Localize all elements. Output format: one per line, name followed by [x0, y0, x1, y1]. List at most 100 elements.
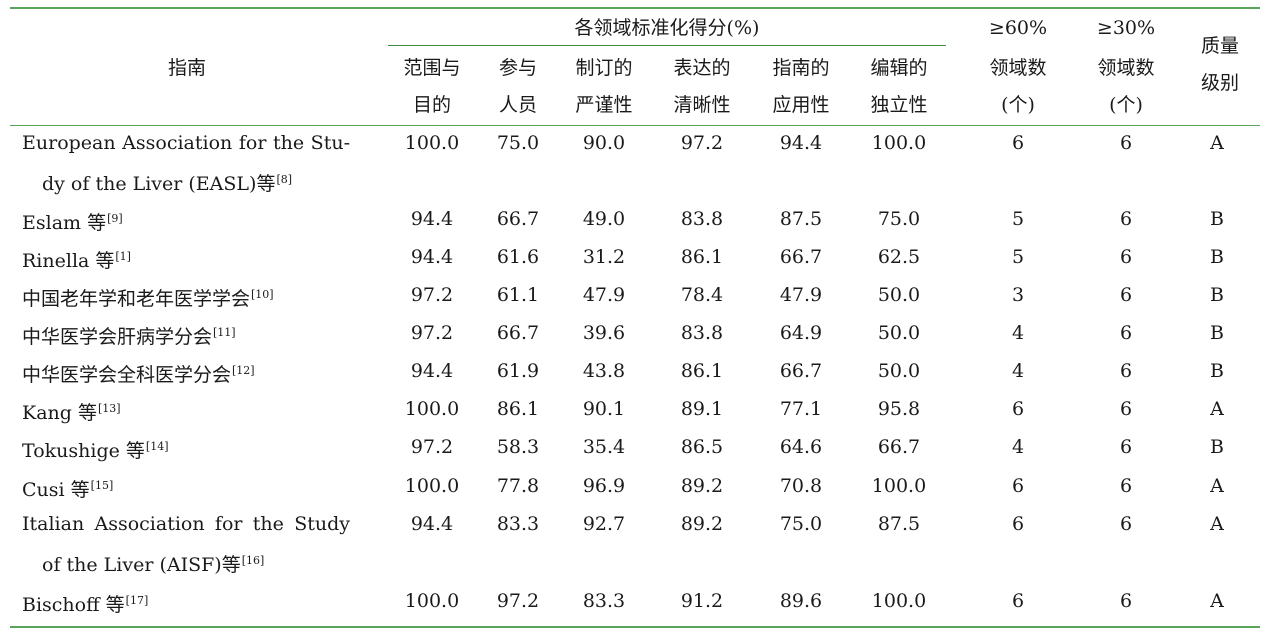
quality-grade: A — [1210, 590, 1224, 612]
score-cell: 50.0 — [877, 360, 921, 382]
header-ge60: 领域数 — [989, 57, 1047, 79]
header-ge30: ≥30% — [1096, 17, 1156, 39]
score-cell: 86.5 — [680, 436, 724, 458]
ge30-count: 6 — [1119, 360, 1133, 382]
quality-grade: B — [1210, 360, 1224, 382]
header-domain-5: 应用性 — [772, 94, 830, 116]
score-cell: 66.7 — [779, 246, 823, 268]
score-cell: 100.0 — [871, 590, 927, 612]
score-cell: 87.5 — [877, 513, 921, 535]
guide-name: dy of the Liver (EASL)等[8] — [42, 173, 293, 195]
ge30-count: 6 — [1119, 246, 1133, 268]
reference-marker: [15] — [90, 479, 114, 492]
score-cell: 94.4 — [410, 360, 454, 382]
header-grade: 质量 — [1200, 35, 1240, 57]
score-cell: 70.8 — [779, 475, 823, 497]
group-header-underline — [388, 45, 946, 46]
score-cell: 75.0 — [496, 132, 540, 154]
score-cell: 77.8 — [496, 475, 540, 497]
quality-grade: B — [1210, 246, 1224, 268]
header-domain-1: 目的 — [412, 94, 452, 116]
header-ge60: (个) — [1001, 94, 1035, 116]
reference-marker: [12] — [232, 364, 255, 377]
table-bottom-rule — [10, 626, 1260, 628]
score-cell: 43.8 — [582, 360, 626, 382]
score-cell: 86.1 — [680, 246, 724, 268]
score-cell: 92.7 — [582, 513, 626, 535]
score-cell: 64.9 — [779, 322, 823, 344]
reference-marker: [14] — [145, 440, 169, 453]
ge60-count: 4 — [1011, 322, 1025, 344]
score-cell: 61.1 — [496, 284, 540, 306]
score-cell: 89.1 — [680, 398, 724, 420]
ge60-count: 5 — [1011, 208, 1025, 230]
score-cell: 90.0 — [582, 132, 626, 154]
score-cell: 97.2 — [680, 132, 724, 154]
score-cell: 86.1 — [496, 398, 540, 420]
ge60-count: 6 — [1011, 513, 1025, 535]
ge60-count: 4 — [1011, 360, 1025, 382]
guide-name: Bischoff 等[17] — [22, 594, 149, 616]
guide-name: 中国老年学和老年医学学会[10] — [22, 288, 274, 310]
ge60-count: 6 — [1011, 590, 1025, 612]
header-domain-6: 编辑的 — [870, 57, 928, 79]
score-cell: 31.2 — [582, 246, 626, 268]
header-ge30: (个) — [1109, 94, 1143, 116]
score-cell: 94.4 — [779, 132, 823, 154]
ge30-count: 6 — [1119, 284, 1133, 306]
ge30-count: 6 — [1119, 513, 1133, 535]
score-cell: 75.0 — [877, 208, 921, 230]
score-cell: 64.6 — [779, 436, 823, 458]
ge30-count: 6 — [1119, 436, 1133, 458]
ge30-count: 6 — [1119, 590, 1133, 612]
score-cell: 83.3 — [582, 590, 626, 612]
score-cell: 97.2 — [496, 590, 540, 612]
ge30-count: 6 — [1119, 398, 1133, 420]
guide-name: of the Liver (AISF)等[16] — [42, 554, 265, 576]
score-cell: 49.0 — [582, 208, 626, 230]
score-cell: 66.7 — [877, 436, 921, 458]
score-cell: 97.2 — [410, 284, 454, 306]
header-domain-2: 人员 — [498, 94, 538, 116]
header-bottom-rule — [10, 125, 1260, 126]
reference-marker: [8] — [276, 173, 293, 186]
header-domain-3: 严谨性 — [575, 94, 633, 116]
quality-grade: B — [1210, 436, 1224, 458]
header-ge60: ≥60% — [988, 17, 1048, 39]
guide-name: Kang 等[13] — [22, 402, 121, 424]
score-cell: 75.0 — [779, 513, 823, 535]
score-cell: 95.8 — [877, 398, 921, 420]
score-cell: 91.2 — [680, 590, 724, 612]
reference-marker: [10] — [251, 288, 274, 301]
header-grade: 级别 — [1200, 72, 1240, 94]
guide-name: Cusi 等[15] — [22, 479, 114, 501]
score-cell: 35.4 — [582, 436, 626, 458]
score-cell: 100.0 — [404, 475, 460, 497]
quality-grade: A — [1210, 513, 1224, 535]
guide-name: 中华医学会全科医学分会[12] — [22, 364, 255, 386]
score-cell: 89.2 — [680, 513, 724, 535]
score-cell: 94.4 — [410, 246, 454, 268]
table-top-rule — [10, 7, 1260, 9]
score-cell: 50.0 — [877, 322, 921, 344]
ge60-count: 6 — [1011, 475, 1025, 497]
score-cell: 62.5 — [877, 246, 921, 268]
ge60-count: 6 — [1011, 398, 1025, 420]
score-cell: 100.0 — [404, 132, 460, 154]
score-cell: 94.4 — [410, 513, 454, 535]
score-cell: 50.0 — [877, 284, 921, 306]
score-cell: 83.8 — [680, 322, 724, 344]
score-cell: 89.6 — [779, 590, 823, 612]
guide-name: Italian Association for the Study — [22, 513, 350, 535]
score-cell: 100.0 — [871, 132, 927, 154]
guide-name: 中华医学会肝病学分会[11] — [22, 326, 236, 348]
ge30-count: 6 — [1119, 475, 1133, 497]
header-ge30: 领域数 — [1097, 57, 1155, 79]
guide-name: Eslam 等[9] — [22, 212, 123, 234]
score-cell: 78.4 — [680, 284, 724, 306]
header-domain-4: 表达的 — [673, 57, 731, 79]
header-domain-2: 参与 — [498, 57, 538, 79]
score-cell: 97.2 — [410, 436, 454, 458]
score-cell: 66.7 — [496, 322, 540, 344]
score-cell: 97.2 — [410, 322, 454, 344]
